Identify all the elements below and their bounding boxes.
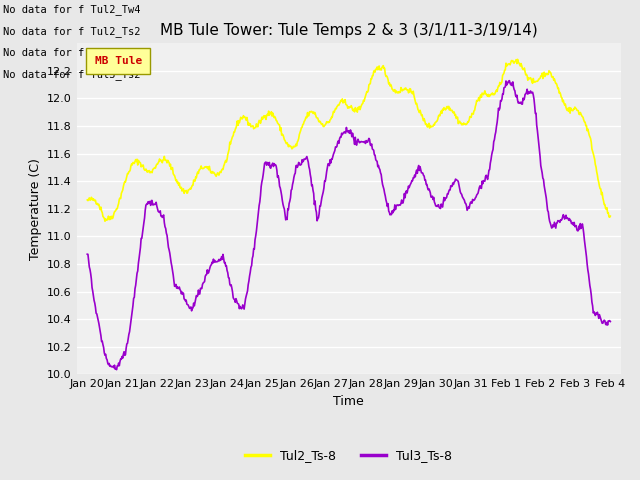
Text: No data for f Tul3_Ts2: No data for f Tul3_Ts2 <box>3 69 141 80</box>
Title: MB Tule Tower: Tule Temps 2 & 3 (3/1/11-3/19/14): MB Tule Tower: Tule Temps 2 & 3 (3/1/11-… <box>160 23 538 38</box>
X-axis label: Time: Time <box>333 395 364 408</box>
Legend: Tul2_Ts-8, Tul3_Ts-8: Tul2_Ts-8, Tul3_Ts-8 <box>240 444 458 468</box>
Text: No data for f Tul2_Ts2: No data for f Tul2_Ts2 <box>3 25 141 36</box>
Text: No data for f Tul3_Tw4: No data for f Tul3_Tw4 <box>3 47 141 58</box>
Text: No data for f Tul2_Tw4: No data for f Tul2_Tw4 <box>3 4 141 15</box>
Text: MB Tule: MB Tule <box>95 56 142 66</box>
Y-axis label: Temperature (C): Temperature (C) <box>29 158 42 260</box>
